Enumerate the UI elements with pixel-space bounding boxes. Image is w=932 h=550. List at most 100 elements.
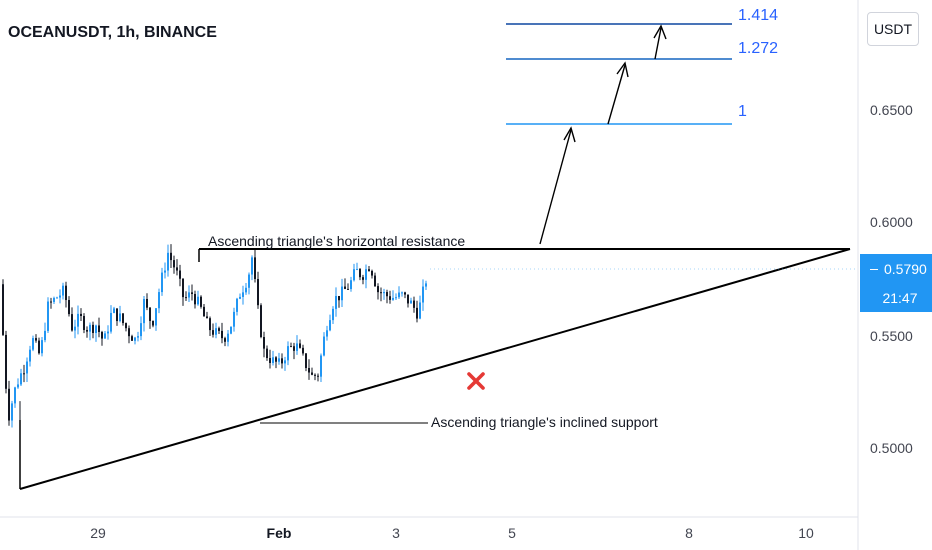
candles-group [2,244,427,489]
candle-up [296,343,298,351]
arrow-head-icon [653,24,667,40]
candle-down [266,348,268,359]
candle-up [230,326,232,334]
x-mark-icon [467,372,485,390]
candle-down [149,307,151,321]
candle-up [350,280,352,290]
candle-up [14,387,16,404]
candle-down [86,329,88,332]
last-price-tag: 0.5790 [860,254,932,284]
candle-up [284,360,286,364]
candle-down [374,275,376,287]
candle-up [53,297,55,302]
fib-level-1414-label: 1.414 [738,7,778,24]
candle-down [407,294,409,304]
candle-up [422,286,424,303]
candle-down [179,270,181,279]
candle-down [194,293,196,305]
candle-down [218,328,220,331]
candle-up [242,292,244,297]
candle-up [41,340,43,354]
candle-down [80,313,82,317]
candle-down [338,295,340,301]
candle-down [293,346,295,351]
candle-up [215,328,217,335]
candle-up [95,325,97,334]
candle-up [392,297,394,300]
support-label: Ascending triangle's inclined support [431,414,658,430]
candle-up [248,274,250,288]
projection-arrows [539,24,667,245]
candle-up [113,308,115,313]
candle-up [236,298,238,312]
candle-down [92,324,94,334]
currency-button[interactable]: USDT [867,12,919,46]
candle-up [59,295,61,298]
y-tick-label: 0.5500 [870,328,913,344]
candle-up [77,313,79,327]
candle-up [20,373,22,385]
support-line[interactable] [19,248,851,490]
arrow-head-icon [563,126,576,143]
candle-down [416,307,418,319]
candle-down [290,346,292,348]
candle-up [143,298,145,324]
candle-up [365,269,367,280]
x-tick-label: 29 [90,525,106,541]
candle-down [281,358,283,364]
candle-down [359,269,361,278]
candle-down [65,285,67,301]
candle-up [272,357,274,363]
candle-down [221,330,223,339]
candle-up [110,312,112,332]
x-tick-label: 5 [508,525,516,541]
candle-down [371,270,373,276]
candle-up [401,292,403,294]
candle-down [122,313,124,324]
candle-up [233,311,235,327]
candle-up [353,269,355,281]
candle-down [212,330,214,335]
fib-level-1-label: 1 [738,103,747,120]
candle-up [287,346,289,361]
candle-down [68,300,70,315]
candle-up [410,300,412,304]
candle-up [419,302,421,319]
candle-up [11,403,13,421]
candle-down [125,323,127,329]
candle-down [362,277,364,280]
candle-down [83,316,85,330]
candle-down [389,296,391,300]
candle-up [155,308,157,326]
candle-up [62,285,64,296]
candle-down [101,332,103,339]
candle-down [116,308,118,322]
candle-down [185,297,187,299]
candle-up [107,331,109,334]
candle-up [158,292,160,309]
candle-up [137,336,139,338]
candle-down [314,374,316,376]
projection-arrow-3 [654,27,662,60]
candle-up [140,323,142,337]
candle-down [128,328,130,337]
candle-down [254,257,256,280]
projection-arrow-1 [539,129,572,245]
candle-down [8,388,10,421]
candle-down [50,301,52,303]
candle-up [134,337,136,341]
candle-up [320,355,322,377]
candle-up [326,330,328,337]
candle-up [47,301,49,331]
candle-up [164,270,166,273]
candle-down [182,278,184,298]
candle-up [239,296,241,299]
resistance-label: Ascending triangle's horizontal resistan… [208,233,465,249]
chart-title: OCEANUSDT, 1h, BINANCE [8,24,217,41]
candle-down [260,305,262,337]
candle-up [398,292,400,298]
candle-down [317,375,319,377]
candle-down [170,252,172,261]
candle-down [35,338,37,341]
